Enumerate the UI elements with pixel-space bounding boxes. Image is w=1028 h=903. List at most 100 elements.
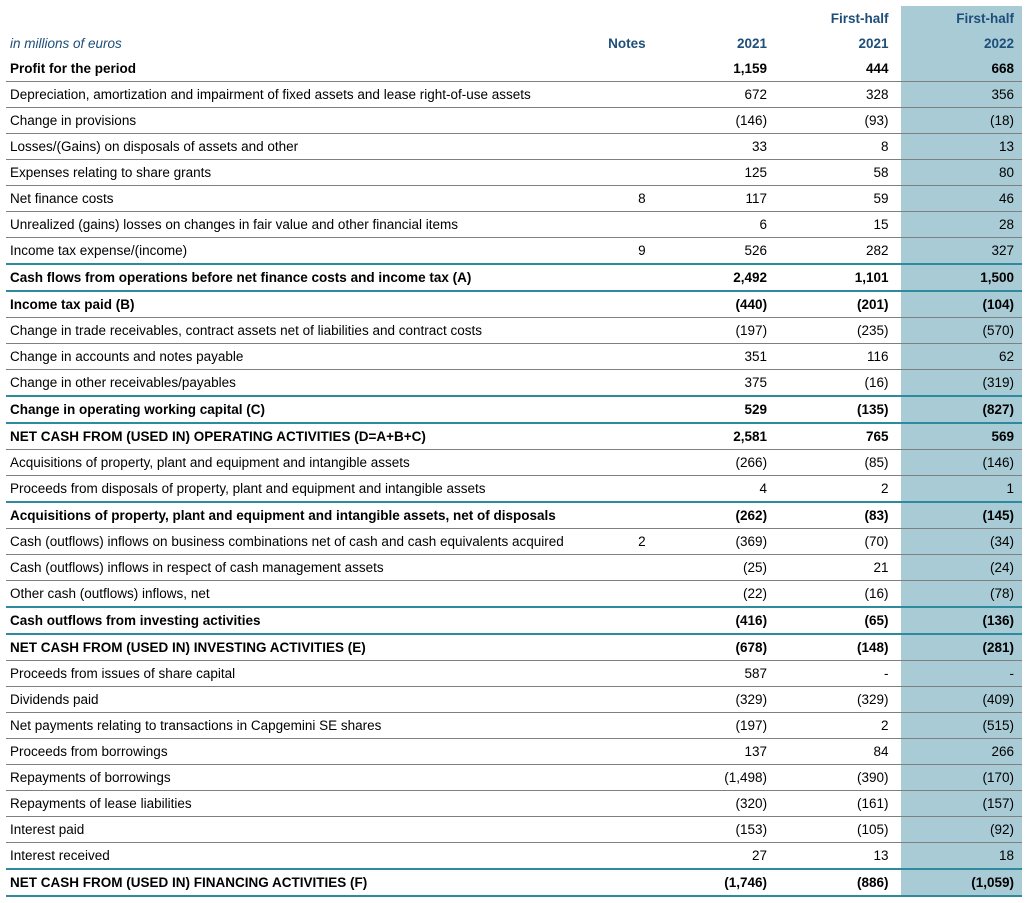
row-value: (153) bbox=[654, 817, 775, 843]
table-row: Net finance costs81175946 bbox=[6, 186, 1022, 212]
row-label: Net payments relating to transactions in… bbox=[6, 713, 573, 739]
table-row: Cash (outflows) inflows in respect of ca… bbox=[6, 555, 1022, 581]
row-value: (390) bbox=[775, 765, 896, 791]
row-notes bbox=[573, 765, 654, 791]
row-label: Depreciation, amortization and impairmen… bbox=[6, 82, 573, 108]
row-label: NET CASH FROM (USED IN) FINANCING ACTIVI… bbox=[6, 869, 573, 896]
row-value: (319) bbox=[901, 370, 1022, 397]
table-row: NET CASH FROM (USED IN) OPERATING ACTIVI… bbox=[6, 423, 1022, 450]
row-notes bbox=[573, 634, 654, 661]
row-value: (65) bbox=[775, 607, 896, 634]
table-row: NET CASH FROM (USED IN) FINANCING ACTIVI… bbox=[6, 869, 1022, 896]
cash-flow-statement-table: First-half First-half in millions of eur… bbox=[6, 6, 1022, 897]
col-header-0: 2021 bbox=[654, 31, 775, 56]
row-label: Proceeds from issues of share capital bbox=[6, 661, 573, 687]
row-value: (320) bbox=[654, 791, 775, 817]
row-value: (570) bbox=[901, 318, 1022, 344]
row-notes: 8 bbox=[573, 186, 654, 212]
row-notes bbox=[573, 134, 654, 160]
table-row: Cash outflows from investing activities(… bbox=[6, 607, 1022, 634]
row-value: (409) bbox=[901, 687, 1022, 713]
row-value: 15 bbox=[775, 212, 896, 238]
row-value: (369) bbox=[654, 529, 775, 555]
row-label: Change in provisions bbox=[6, 108, 573, 134]
row-value: (135) bbox=[775, 396, 896, 423]
row-value: 569 bbox=[901, 423, 1022, 450]
row-value: 668 bbox=[901, 56, 1022, 82]
row-label: Change in trade receivables, contract as… bbox=[6, 318, 573, 344]
table-row: Net payments relating to transactions in… bbox=[6, 713, 1022, 739]
table-row: Profit for the period1,159444668 bbox=[6, 56, 1022, 82]
row-notes bbox=[573, 212, 654, 238]
row-value: 1,101 bbox=[775, 264, 896, 291]
table-row: Proceeds from disposals of property, pla… bbox=[6, 476, 1022, 503]
row-value: (886) bbox=[775, 869, 896, 896]
row-value: (201) bbox=[775, 291, 896, 318]
row-value: (262) bbox=[654, 502, 775, 529]
row-value: 672 bbox=[654, 82, 775, 108]
table-row: Change in trade receivables, contract as… bbox=[6, 318, 1022, 344]
row-notes bbox=[573, 56, 654, 82]
table-row: NET CASH FROM (USED IN) INVESTING ACTIVI… bbox=[6, 634, 1022, 661]
row-value: (34) bbox=[901, 529, 1022, 555]
col-header-top-2: First-half bbox=[901, 6, 1022, 31]
row-value: 80 bbox=[901, 160, 1022, 186]
table-row: Unrealized (gains) losses on changes in … bbox=[6, 212, 1022, 238]
row-label: Cash flows from operations before net fi… bbox=[6, 264, 573, 291]
row-notes bbox=[573, 450, 654, 476]
row-value: 765 bbox=[775, 423, 896, 450]
table-row: Losses/(Gains) on disposals of assets an… bbox=[6, 134, 1022, 160]
table-row: Cash flows from operations before net fi… bbox=[6, 264, 1022, 291]
row-label: Interest received bbox=[6, 843, 573, 870]
row-value: 375 bbox=[654, 370, 775, 397]
row-value: (145) bbox=[901, 502, 1022, 529]
table-header: First-half First-half in millions of eur… bbox=[6, 6, 1022, 56]
row-value: (83) bbox=[775, 502, 896, 529]
row-value: 13 bbox=[775, 843, 896, 870]
row-label: Repayments of lease liabilities bbox=[6, 791, 573, 817]
row-value: 282 bbox=[775, 238, 896, 265]
row-value: 2,492 bbox=[654, 264, 775, 291]
row-notes bbox=[573, 108, 654, 134]
col-header-2: 2022 bbox=[901, 31, 1022, 56]
row-label: Proceeds from borrowings bbox=[6, 739, 573, 765]
row-value: (440) bbox=[654, 291, 775, 318]
row-notes bbox=[573, 502, 654, 529]
unit-label: in millions of euros bbox=[6, 31, 573, 56]
row-value: 529 bbox=[654, 396, 775, 423]
row-value: 356 bbox=[901, 82, 1022, 108]
row-value: 2 bbox=[775, 713, 896, 739]
row-value: 46 bbox=[901, 186, 1022, 212]
row-value: 84 bbox=[775, 739, 896, 765]
row-notes: 9 bbox=[573, 238, 654, 265]
row-value: (93) bbox=[775, 108, 896, 134]
row-value: 27 bbox=[654, 843, 775, 870]
row-label: Income tax paid (B) bbox=[6, 291, 573, 318]
row-value: 444 bbox=[775, 56, 896, 82]
row-notes bbox=[573, 869, 654, 896]
row-value: 2 bbox=[775, 476, 896, 503]
row-label: Income tax expense/(income) bbox=[6, 238, 573, 265]
row-label: Other cash (outflows) inflows, net bbox=[6, 581, 573, 608]
row-value: 1,500 bbox=[901, 264, 1022, 291]
row-label: NET CASH FROM (USED IN) OPERATING ACTIVI… bbox=[6, 423, 573, 450]
row-value: (1,059) bbox=[901, 869, 1022, 896]
row-value: 328 bbox=[775, 82, 896, 108]
row-value: (197) bbox=[654, 318, 775, 344]
table-row: Income tax paid (B)(440)(201)(104) bbox=[6, 291, 1022, 318]
row-value: (678) bbox=[654, 634, 775, 661]
row-value: (281) bbox=[901, 634, 1022, 661]
table-row: Change in provisions(146)(93)(18) bbox=[6, 108, 1022, 134]
row-value: 6 bbox=[654, 212, 775, 238]
table-row: Interest paid(153)(105)(92) bbox=[6, 817, 1022, 843]
row-value: (25) bbox=[654, 555, 775, 581]
row-value: (16) bbox=[775, 581, 896, 608]
col-header-top-1: First-half bbox=[775, 6, 896, 31]
table-row: Depreciation, amortization and impairmen… bbox=[6, 82, 1022, 108]
row-notes bbox=[573, 370, 654, 397]
row-value: (22) bbox=[654, 581, 775, 608]
row-notes bbox=[573, 160, 654, 186]
row-value: - bbox=[775, 661, 896, 687]
row-value: (85) bbox=[775, 450, 896, 476]
row-label: Cash (outflows) inflows on business comb… bbox=[6, 529, 573, 555]
